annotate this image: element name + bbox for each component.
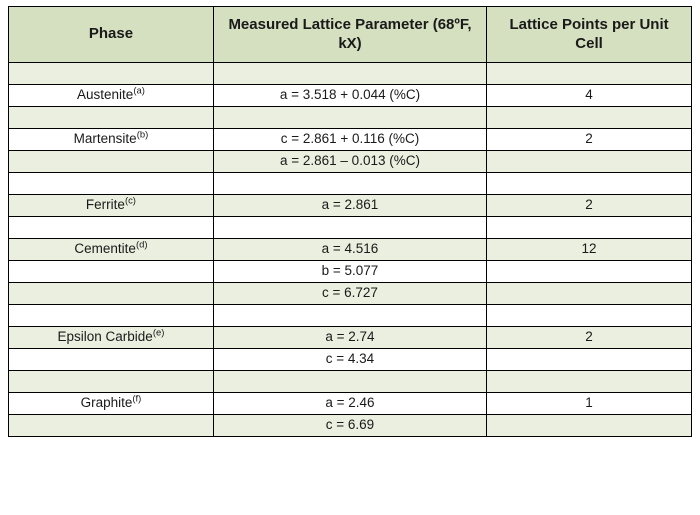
table-row — [9, 173, 692, 195]
phase-cell — [9, 151, 214, 173]
lattice-parameter-cell — [213, 173, 486, 195]
lattice-parameter-cell: a = 2.46 — [213, 393, 486, 415]
lattice-parameter-cell: c = 2.861 + 0.116 (%C) — [213, 129, 486, 151]
phase-cell — [9, 107, 214, 129]
lattice-points-cell — [487, 371, 692, 393]
lattice-points-cell: 12 — [487, 239, 692, 261]
phase-cell: Graphite(f) — [9, 393, 214, 415]
table-row: Austenite(a)a = 3.518 + 0.044 (%C)4 — [9, 85, 692, 107]
col-header-phase: Phase — [9, 7, 214, 63]
table-row: a = 2.861 – 0.013 (%C) — [9, 151, 692, 173]
col-header-lattice-parameter: Measured Lattice Parameter (68ºF, kX) — [213, 7, 486, 63]
phase-name: Ferrite — [86, 197, 125, 212]
phase-name: Epsilon Carbide — [58, 329, 153, 344]
lattice-parameter-cell: a = 3.518 + 0.044 (%C) — [213, 85, 486, 107]
table-row: Epsilon Carbide(e)a = 2.742 — [9, 327, 692, 349]
lattice-parameter-cell: b = 5.077 — [213, 261, 486, 283]
table-row: Graphite(f)a = 2.461 — [9, 393, 692, 415]
table-row: Ferrite(c)a = 2.8612 — [9, 195, 692, 217]
lattice-parameter-cell — [213, 305, 486, 327]
lattice-parameter-cell: c = 6.727 — [213, 283, 486, 305]
phase-footnote: (b) — [137, 130, 149, 141]
lattice-points-cell — [487, 217, 692, 239]
col-header-lattice-points: Lattice Points per Unit Cell — [487, 7, 692, 63]
phase-cell — [9, 371, 214, 393]
phase-cell — [9, 305, 214, 327]
lattice-points-cell: 2 — [487, 129, 692, 151]
phase-cell — [9, 349, 214, 371]
lattice-points-cell — [487, 63, 692, 85]
table-row — [9, 305, 692, 327]
lattice-points-cell — [487, 151, 692, 173]
lattice-points-cell — [487, 349, 692, 371]
lattice-points-cell — [487, 283, 692, 305]
lattice-parameter-cell — [213, 63, 486, 85]
table-row: b = 5.077 — [9, 261, 692, 283]
table-row — [9, 107, 692, 129]
table-row: c = 4.34 — [9, 349, 692, 371]
lattice-parameters-table: Phase Measured Lattice Parameter (68ºF, … — [8, 6, 692, 437]
phase-name: Cementite — [74, 241, 136, 256]
table-row — [9, 217, 692, 239]
lattice-points-cell — [487, 415, 692, 437]
phase-cell — [9, 283, 214, 305]
phase-cell — [9, 261, 214, 283]
phase-cell: Epsilon Carbide(e) — [9, 327, 214, 349]
table-row: Cementite(d)a = 4.51612 — [9, 239, 692, 261]
lattice-points-cell: 2 — [487, 195, 692, 217]
phase-footnote: (f) — [132, 394, 141, 405]
lattice-points-cell — [487, 107, 692, 129]
phase-name: Graphite — [81, 395, 133, 410]
phase-cell: Ferrite(c) — [9, 195, 214, 217]
lattice-parameter-cell — [213, 217, 486, 239]
phase-footnote: (a) — [133, 86, 145, 97]
phase-cell: Austenite(a) — [9, 85, 214, 107]
table-row: c = 6.727 — [9, 283, 692, 305]
phase-cell — [9, 173, 214, 195]
lattice-parameter-cell: a = 2.74 — [213, 327, 486, 349]
lattice-points-cell — [487, 305, 692, 327]
lattice-parameter-cell — [213, 371, 486, 393]
table-header-row: Phase Measured Lattice Parameter (68ºF, … — [9, 7, 692, 63]
lattice-points-cell: 4 — [487, 85, 692, 107]
lattice-parameter-cell: c = 6.69 — [213, 415, 486, 437]
lattice-parameter-cell — [213, 107, 486, 129]
phase-name: Austenite — [77, 87, 133, 102]
lattice-parameter-cell: a = 2.861 – 0.013 (%C) — [213, 151, 486, 173]
table-row: c = 6.69 — [9, 415, 692, 437]
phase-cell — [9, 217, 214, 239]
lattice-parameter-cell: c = 4.34 — [213, 349, 486, 371]
lattice-points-cell: 1 — [487, 393, 692, 415]
phase-cell — [9, 63, 214, 85]
lattice-points-cell — [487, 173, 692, 195]
lattice-points-cell: 2 — [487, 327, 692, 349]
phase-cell: Cementite(d) — [9, 239, 214, 261]
lattice-parameter-cell: a = 2.861 — [213, 195, 486, 217]
phase-cell — [9, 415, 214, 437]
phase-footnote: (c) — [125, 196, 136, 207]
phase-cell: Martensite(b) — [9, 129, 214, 151]
lattice-parameter-cell: a = 4.516 — [213, 239, 486, 261]
lattice-points-cell — [487, 261, 692, 283]
table-row: Martensite(b)c = 2.861 + 0.116 (%C)2 — [9, 129, 692, 151]
phase-name: Martensite — [74, 131, 137, 146]
phase-footnote: (e) — [153, 328, 165, 339]
table-row — [9, 63, 692, 85]
phase-footnote: (d) — [136, 240, 148, 251]
table-row — [9, 371, 692, 393]
